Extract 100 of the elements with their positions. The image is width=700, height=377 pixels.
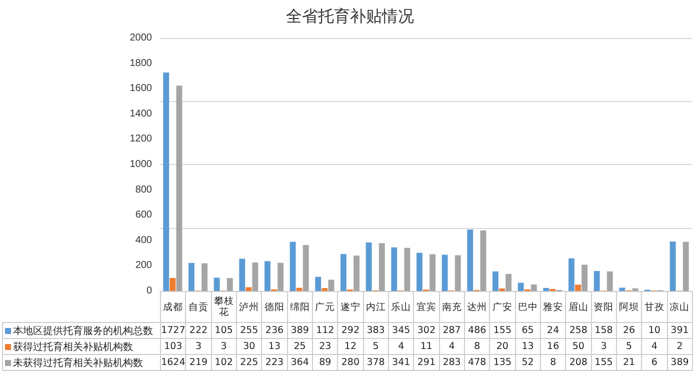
bar <box>328 280 334 291</box>
bar <box>366 242 372 291</box>
x-tick-label: 广元 <box>312 292 338 322</box>
data-label: 3 <box>591 338 616 354</box>
data-label: 1727 <box>160 322 186 338</box>
data-label: 4 <box>388 338 414 354</box>
data-label: 11 <box>414 338 440 354</box>
y-tick-label: 1800 <box>130 58 152 69</box>
y-tick-label: 200 <box>135 260 152 272</box>
data-label: 65 <box>515 322 540 338</box>
bar <box>214 278 220 291</box>
data-label: 389 <box>667 354 692 370</box>
bar <box>416 252 422 291</box>
data-label: 23 <box>312 338 338 354</box>
data-label: 102 <box>211 354 236 370</box>
bar <box>506 274 512 291</box>
x-tick-label: 乐山 <box>388 292 414 322</box>
bar <box>480 230 486 291</box>
y-tick-label: 400 <box>135 234 152 246</box>
bar <box>264 261 270 291</box>
x-tick-label: 宜宾 <box>414 292 440 322</box>
data-label: 255 <box>236 322 262 338</box>
bar <box>296 288 302 291</box>
bar <box>378 243 385 291</box>
data-label: 223 <box>262 354 288 370</box>
data-label: 12 <box>338 338 364 354</box>
y-tick-label: 1400 <box>130 108 152 120</box>
data-label: 20 <box>490 338 516 354</box>
x-tick-label: 达州 <box>464 292 490 322</box>
data-label: 478 <box>464 354 490 370</box>
data-label: 89 <box>312 354 338 370</box>
data-label: 13 <box>515 338 540 354</box>
y-tick-label: 2000 <box>130 32 152 44</box>
data-label: 222 <box>186 322 212 338</box>
x-tick-label: 攀枝花 <box>211 292 236 322</box>
data-label: 378 <box>363 354 388 370</box>
data-label: 225 <box>236 354 262 370</box>
bar <box>290 242 296 291</box>
y-tick-label: 1000 <box>130 159 152 170</box>
bar <box>619 288 626 291</box>
bar <box>404 248 410 291</box>
data-label: 364 <box>287 354 312 370</box>
data-label: 292 <box>338 322 364 338</box>
data-label: 105 <box>211 322 236 338</box>
y-tick-label: 1600 <box>130 83 152 94</box>
bar <box>252 262 258 291</box>
legend-label: 未获得过托育相关补贴机构数 <box>2 354 160 370</box>
data-label: 3 <box>211 338 236 354</box>
bar <box>322 288 328 291</box>
data-label: 302 <box>414 322 440 338</box>
bar <box>354 256 360 291</box>
bar <box>202 263 208 291</box>
x-tick-label: 成都 <box>160 292 186 322</box>
data-label: 10 <box>642 322 668 338</box>
bar <box>632 288 638 291</box>
bar <box>518 282 524 291</box>
data-label: 50 <box>566 338 592 354</box>
x-tick-label: 自贡 <box>186 292 212 322</box>
x-tick-label: 绵阳 <box>287 292 312 322</box>
data-label: 30 <box>236 338 262 354</box>
bar <box>543 288 550 291</box>
x-tick-label: 广安 <box>490 292 516 322</box>
data-label: 4 <box>642 338 668 354</box>
data-label: 103 <box>160 338 186 354</box>
bar <box>315 276 322 291</box>
bar <box>302 244 309 291</box>
bar <box>670 242 676 291</box>
bar <box>246 287 252 291</box>
data-label: 26 <box>616 322 642 338</box>
y-tick-label: 600 <box>135 210 152 221</box>
x-tick-label: 阿坝 <box>616 292 642 322</box>
data-label: 5 <box>616 338 642 354</box>
data-label: 391 <box>667 322 692 338</box>
bar <box>499 288 505 291</box>
bar <box>682 242 689 291</box>
data-label: 219 <box>186 354 212 370</box>
data-label: 52 <box>515 354 540 370</box>
data-label: 6 <box>642 354 668 370</box>
bar <box>582 264 588 291</box>
data-label: 2 <box>667 338 692 354</box>
data-label: 8 <box>464 338 490 354</box>
bar <box>575 284 581 291</box>
bar <box>606 271 613 291</box>
bar <box>442 254 448 291</box>
x-tick-label: 巴中 <box>515 292 540 322</box>
data-label: 8 <box>540 354 566 370</box>
data-label: 208 <box>566 354 592 370</box>
data-label: 155 <box>490 322 516 338</box>
data-label: 25 <box>287 338 312 354</box>
data-label: 158 <box>591 322 616 338</box>
bar <box>163 72 170 291</box>
data-label: 291 <box>414 354 440 370</box>
bar <box>239 258 246 291</box>
bar <box>340 254 346 291</box>
data-label: 5 <box>363 338 388 354</box>
data-label: 4 <box>439 338 464 354</box>
data-label: 283 <box>439 354 464 370</box>
data-label: 383 <box>363 322 388 338</box>
data-label: 486 <box>464 322 490 338</box>
data-label: 280 <box>338 354 364 370</box>
